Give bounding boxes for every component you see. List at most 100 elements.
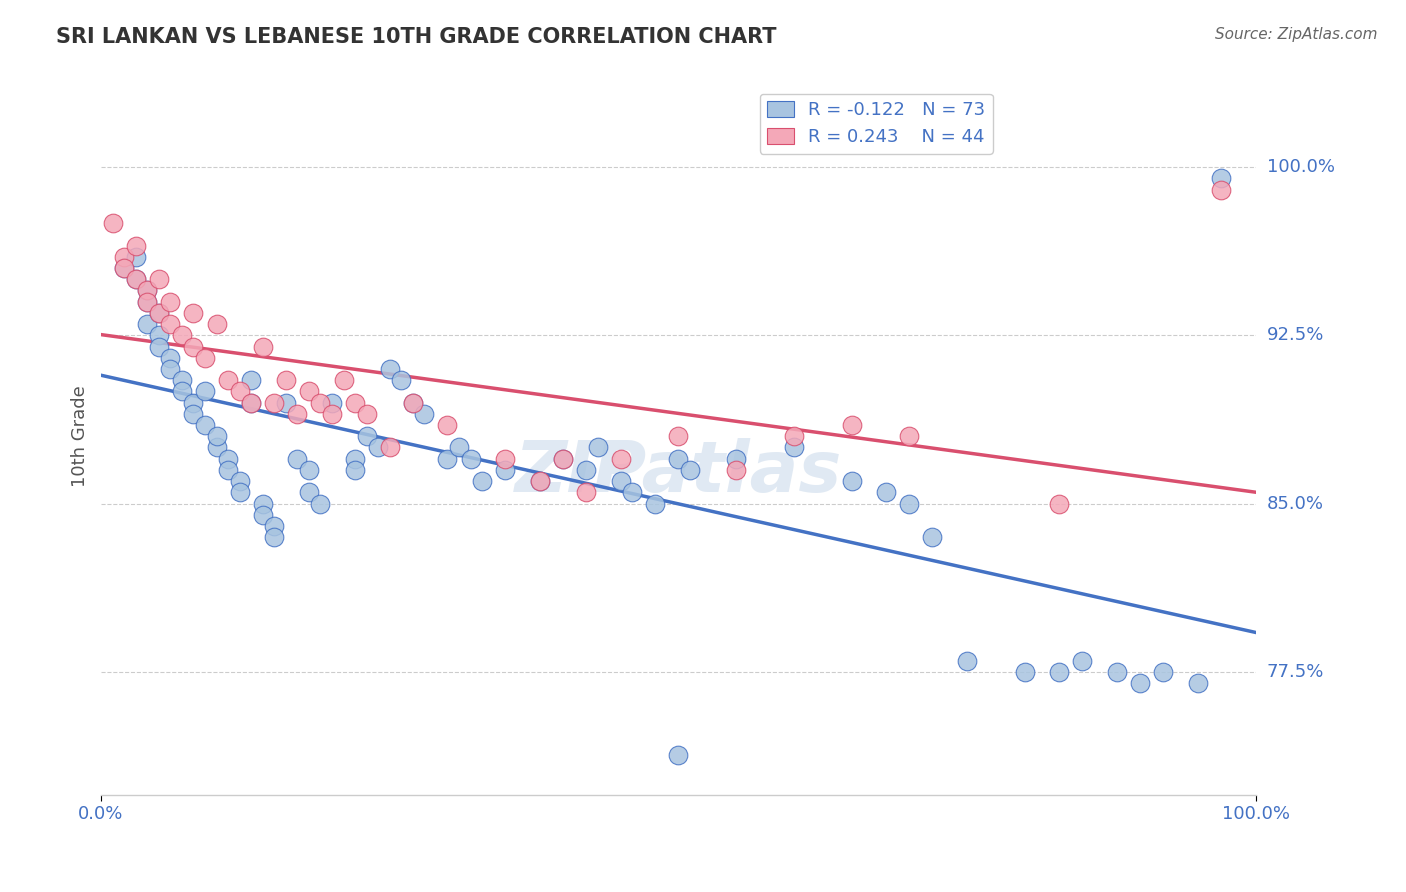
Sri Lankans <box>136 317 159 331</box>
Text: 85.0%: 85.0% <box>1267 494 1324 513</box>
Lebanese <box>136 294 159 309</box>
Sri Lankans <box>170 373 193 387</box>
Sri Lankans <box>921 530 943 544</box>
Sri Lankans <box>240 395 263 409</box>
Lebanese <box>321 407 343 421</box>
Sri Lankans <box>586 441 609 455</box>
Sri Lankans <box>298 485 321 500</box>
Lebanese <box>402 395 425 409</box>
Sri Lankans <box>1152 665 1174 679</box>
Sri Lankans <box>666 747 689 762</box>
Sri Lankans <box>841 474 863 488</box>
Sri Lankans <box>321 395 343 409</box>
Sri Lankans <box>252 508 274 522</box>
Sri Lankans <box>136 294 159 309</box>
Text: 77.5%: 77.5% <box>1267 663 1324 681</box>
Lebanese <box>252 340 274 354</box>
Sri Lankans <box>1209 171 1232 186</box>
Y-axis label: 10th Grade: 10th Grade <box>72 385 89 487</box>
Sri Lankans <box>621 485 644 500</box>
Lebanese <box>551 451 574 466</box>
Sri Lankans <box>148 328 170 343</box>
Sri Lankans <box>1129 676 1152 690</box>
Sri Lankans <box>274 395 297 409</box>
Sri Lankans <box>666 451 689 466</box>
Lebanese <box>529 474 551 488</box>
Lebanese <box>378 441 401 455</box>
Sri Lankans <box>1107 665 1129 679</box>
Sri Lankans <box>898 496 921 510</box>
Lebanese <box>298 384 321 399</box>
Sri Lankans <box>240 373 263 387</box>
Lebanese <box>332 373 354 387</box>
Lebanese <box>136 284 159 298</box>
Sri Lankans <box>263 530 285 544</box>
Sri Lankans <box>136 284 159 298</box>
Lebanese <box>666 429 689 443</box>
Lebanese <box>1209 183 1232 197</box>
Sri Lankans <box>125 272 148 286</box>
Lebanese <box>217 373 239 387</box>
Lebanese <box>228 384 250 399</box>
Sri Lankans <box>148 340 170 354</box>
Text: 92.5%: 92.5% <box>1267 326 1324 344</box>
Sri Lankans <box>217 451 239 466</box>
Sri Lankans <box>575 463 598 477</box>
Sri Lankans <box>1071 653 1094 667</box>
Sri Lankans <box>389 373 412 387</box>
Lebanese <box>575 485 598 500</box>
Lebanese <box>436 418 458 433</box>
Sri Lankans <box>344 451 367 466</box>
Lebanese <box>125 238 148 252</box>
Sri Lankans <box>217 463 239 477</box>
Sri Lankans <box>471 474 494 488</box>
Text: ZIPatlas: ZIPatlas <box>515 438 842 507</box>
Sri Lankans <box>112 261 135 276</box>
Lebanese <box>609 451 631 466</box>
Lebanese <box>725 463 748 477</box>
Lebanese <box>1047 496 1070 510</box>
Sri Lankans <box>783 441 806 455</box>
Lebanese <box>170 328 193 343</box>
Sri Lankans <box>1047 665 1070 679</box>
Sri Lankans <box>447 441 470 455</box>
Sri Lankans <box>183 407 205 421</box>
Lebanese <box>148 272 170 286</box>
Sri Lankans <box>378 362 401 376</box>
Lebanese <box>285 407 308 421</box>
Sri Lankans <box>263 519 285 533</box>
Sri Lankans <box>956 653 979 667</box>
Sri Lankans <box>252 496 274 510</box>
Lebanese <box>148 306 170 320</box>
Sri Lankans <box>228 485 250 500</box>
Lebanese <box>101 216 124 230</box>
Lebanese <box>274 373 297 387</box>
Lebanese <box>125 272 148 286</box>
Sri Lankans <box>529 474 551 488</box>
Sri Lankans <box>1187 676 1209 690</box>
Sri Lankans <box>148 306 170 320</box>
Lebanese <box>183 340 205 354</box>
Sri Lankans <box>356 429 378 443</box>
Sri Lankans <box>402 395 425 409</box>
Lebanese <box>309 395 332 409</box>
Sri Lankans <box>125 250 148 264</box>
Sri Lankans <box>285 451 308 466</box>
Lebanese <box>194 351 217 365</box>
Lebanese <box>159 317 181 331</box>
Sri Lankans <box>725 451 748 466</box>
Sri Lankans <box>228 474 250 488</box>
Lebanese <box>356 407 378 421</box>
Sri Lankans <box>298 463 321 477</box>
Text: 100.0%: 100.0% <box>1267 158 1334 176</box>
Lebanese <box>240 395 263 409</box>
Legend: R = -0.122   N = 73, R = 0.243    N = 44: R = -0.122 N = 73, R = 0.243 N = 44 <box>759 94 993 153</box>
Lebanese <box>159 294 181 309</box>
Sri Lankans <box>170 384 193 399</box>
Sri Lankans <box>205 441 228 455</box>
Lebanese <box>898 429 921 443</box>
Sri Lankans <box>875 485 897 500</box>
Sri Lankans <box>1014 665 1036 679</box>
Sri Lankans <box>309 496 332 510</box>
Sri Lankans <box>609 474 631 488</box>
